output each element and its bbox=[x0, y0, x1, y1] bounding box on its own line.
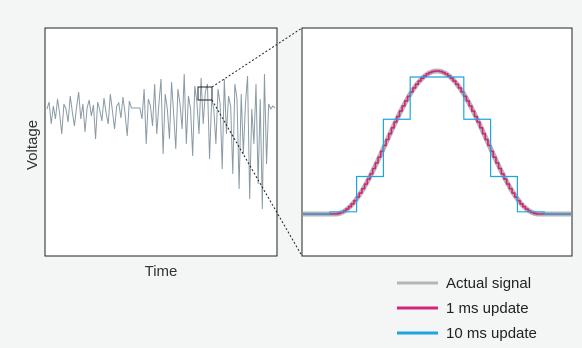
legend: Actual signal 1 ms update 10 ms update bbox=[397, 275, 537, 342]
legend-label-1ms: 1 ms update bbox=[446, 300, 529, 317]
y-axis-label: Voltage bbox=[24, 120, 41, 170]
zoomed-traces bbox=[301, 68, 573, 217]
zoom-connector-top bbox=[211, 27, 303, 88]
x-axis-label: Time bbox=[145, 263, 178, 280]
noisy-voltage-trace bbox=[46, 73, 276, 210]
right-plot-frame bbox=[301, 27, 573, 257]
noisy-voltage-line bbox=[46, 73, 276, 210]
series-line-1-ms-update bbox=[303, 70, 571, 215]
left-plot-frame bbox=[44, 27, 278, 257]
series-line-10-ms-update bbox=[303, 76, 571, 215]
zoom-region-box bbox=[197, 86, 213, 101]
legend-label-actual-signal: Actual signal bbox=[446, 275, 531, 292]
legend-label-10ms: 10 ms update bbox=[446, 325, 537, 342]
